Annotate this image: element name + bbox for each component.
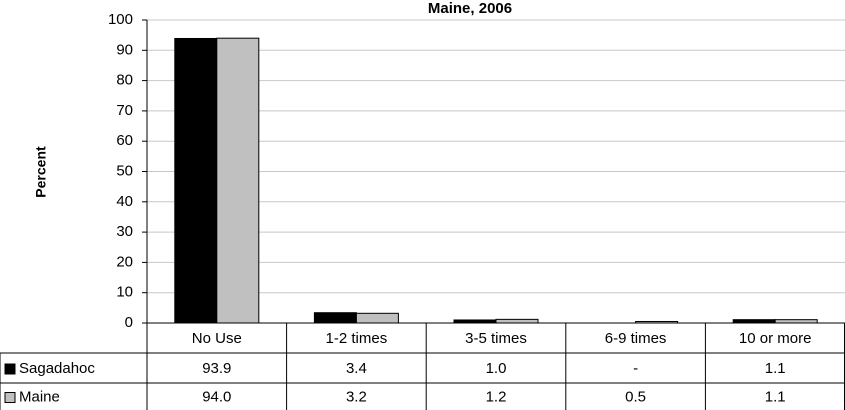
- y-tick-label: 10: [116, 284, 133, 301]
- x-tick-label: 6-9 times: [605, 330, 667, 347]
- table-value: -: [633, 360, 638, 377]
- x-tick-label: No Use: [192, 330, 242, 347]
- x-tick-label: 3-5 times: [465, 330, 527, 347]
- y-tick-label: 20: [116, 253, 133, 270]
- legend-swatch: [4, 392, 16, 403]
- table-value: 3.4: [346, 360, 367, 377]
- bar: [174, 37, 218, 324]
- bar: [355, 312, 399, 324]
- table-value: 3.2: [346, 388, 367, 405]
- table-value: 1.1: [765, 388, 786, 405]
- table-value: 1.0: [486, 360, 507, 377]
- y-tick-label: 100: [108, 11, 133, 28]
- y-tick-label: 40: [116, 193, 133, 210]
- y-tick-label: 50: [116, 162, 133, 179]
- y-tick-label: 0: [125, 314, 133, 331]
- table-value: 0.5: [625, 388, 646, 405]
- table-value: 1.2: [486, 388, 507, 405]
- chart-title: Maine, 2006: [428, 0, 512, 17]
- y-tick-label: 60: [116, 132, 133, 149]
- y-tick-label: 90: [116, 41, 133, 58]
- table-value: 94.0: [202, 388, 231, 405]
- bar: [313, 312, 357, 324]
- bar: [216, 37, 260, 324]
- y-tick-label: 80: [116, 72, 133, 89]
- table-value: 93.9: [202, 360, 231, 377]
- y-tick-label: 70: [116, 102, 133, 119]
- y-axis-label: Percent: [33, 146, 49, 198]
- table-value: 1.1: [765, 360, 786, 377]
- x-tick-label: 10 or more: [739, 330, 812, 347]
- legend-label: Maine: [19, 388, 60, 405]
- y-tick-label: 30: [116, 223, 133, 240]
- bar: [495, 318, 539, 324]
- legend-label: Sagadahoc: [19, 360, 95, 377]
- legend-swatch: [4, 363, 16, 375]
- x-tick-label: 1-2 times: [326, 330, 388, 347]
